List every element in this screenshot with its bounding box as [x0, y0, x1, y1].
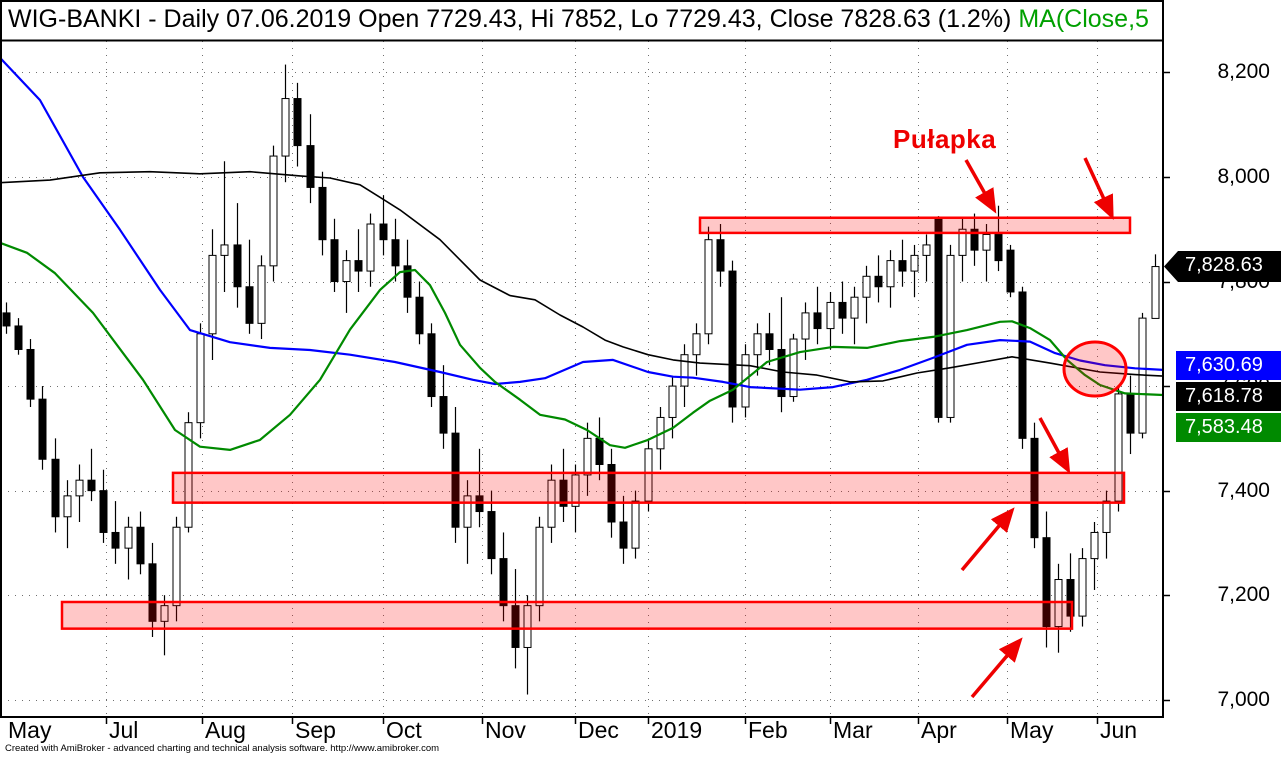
y-axis-label: 8,000: [1217, 164, 1270, 188]
chart-title: WIG-BANKI - Daily 07.06.2019 Open 7729.4…: [0, 0, 1168, 38]
price-tag: 7,630.69: [1176, 351, 1281, 380]
x-axis-label: 2019: [651, 717, 703, 743]
plot-frame: [0, 0, 1170, 724]
x-axis-label: May: [8, 717, 52, 743]
support-resistance-zones: [60, 216, 1132, 630]
x-axis-label: Jul: [109, 717, 139, 743]
x-axis-label: Feb: [748, 717, 788, 743]
y-axis-label: 8,200: [1217, 60, 1270, 84]
chart-title-ma-indicator: MA(Close,5: [1011, 5, 1149, 33]
x-axis-label: Oct: [386, 717, 422, 743]
x-axis-label: Nov: [485, 717, 526, 743]
red-annotations: [960, 157, 1128, 699]
gridlines: [1, 41, 1162, 716]
x-axis-label: Mar: [833, 717, 873, 743]
price-tag: 7,828.63: [1164, 251, 1281, 282]
x-axis-label: Apr: [921, 717, 957, 743]
x-axis-label: May: [1010, 717, 1054, 743]
chart-title-main: WIG-BANKI - Daily 07.06.2019 Open 7729.4…: [8, 5, 1012, 33]
y-axis-label: 7,200: [1217, 583, 1270, 607]
trap-annotation-label: Pułapka: [893, 124, 997, 154]
amibroker-credit-line: Created with AmiBroker - advanced charti…: [5, 743, 440, 754]
x-axis-label: Sep: [295, 717, 336, 743]
x-axis-label: Dec: [578, 717, 619, 743]
y-axis-label: 7,000: [1217, 687, 1270, 711]
price-tag: 7,618.78: [1176, 382, 1281, 411]
x-axis-label: Aug: [205, 717, 246, 743]
price-tag: 7,583.48: [1176, 413, 1281, 442]
candlestick-series: [2, 64, 1160, 695]
x-axis-label: Jun: [1100, 717, 1138, 743]
moving-average-lines: [0, 57, 1164, 451]
y-axis-label: 7,400: [1217, 478, 1270, 502]
